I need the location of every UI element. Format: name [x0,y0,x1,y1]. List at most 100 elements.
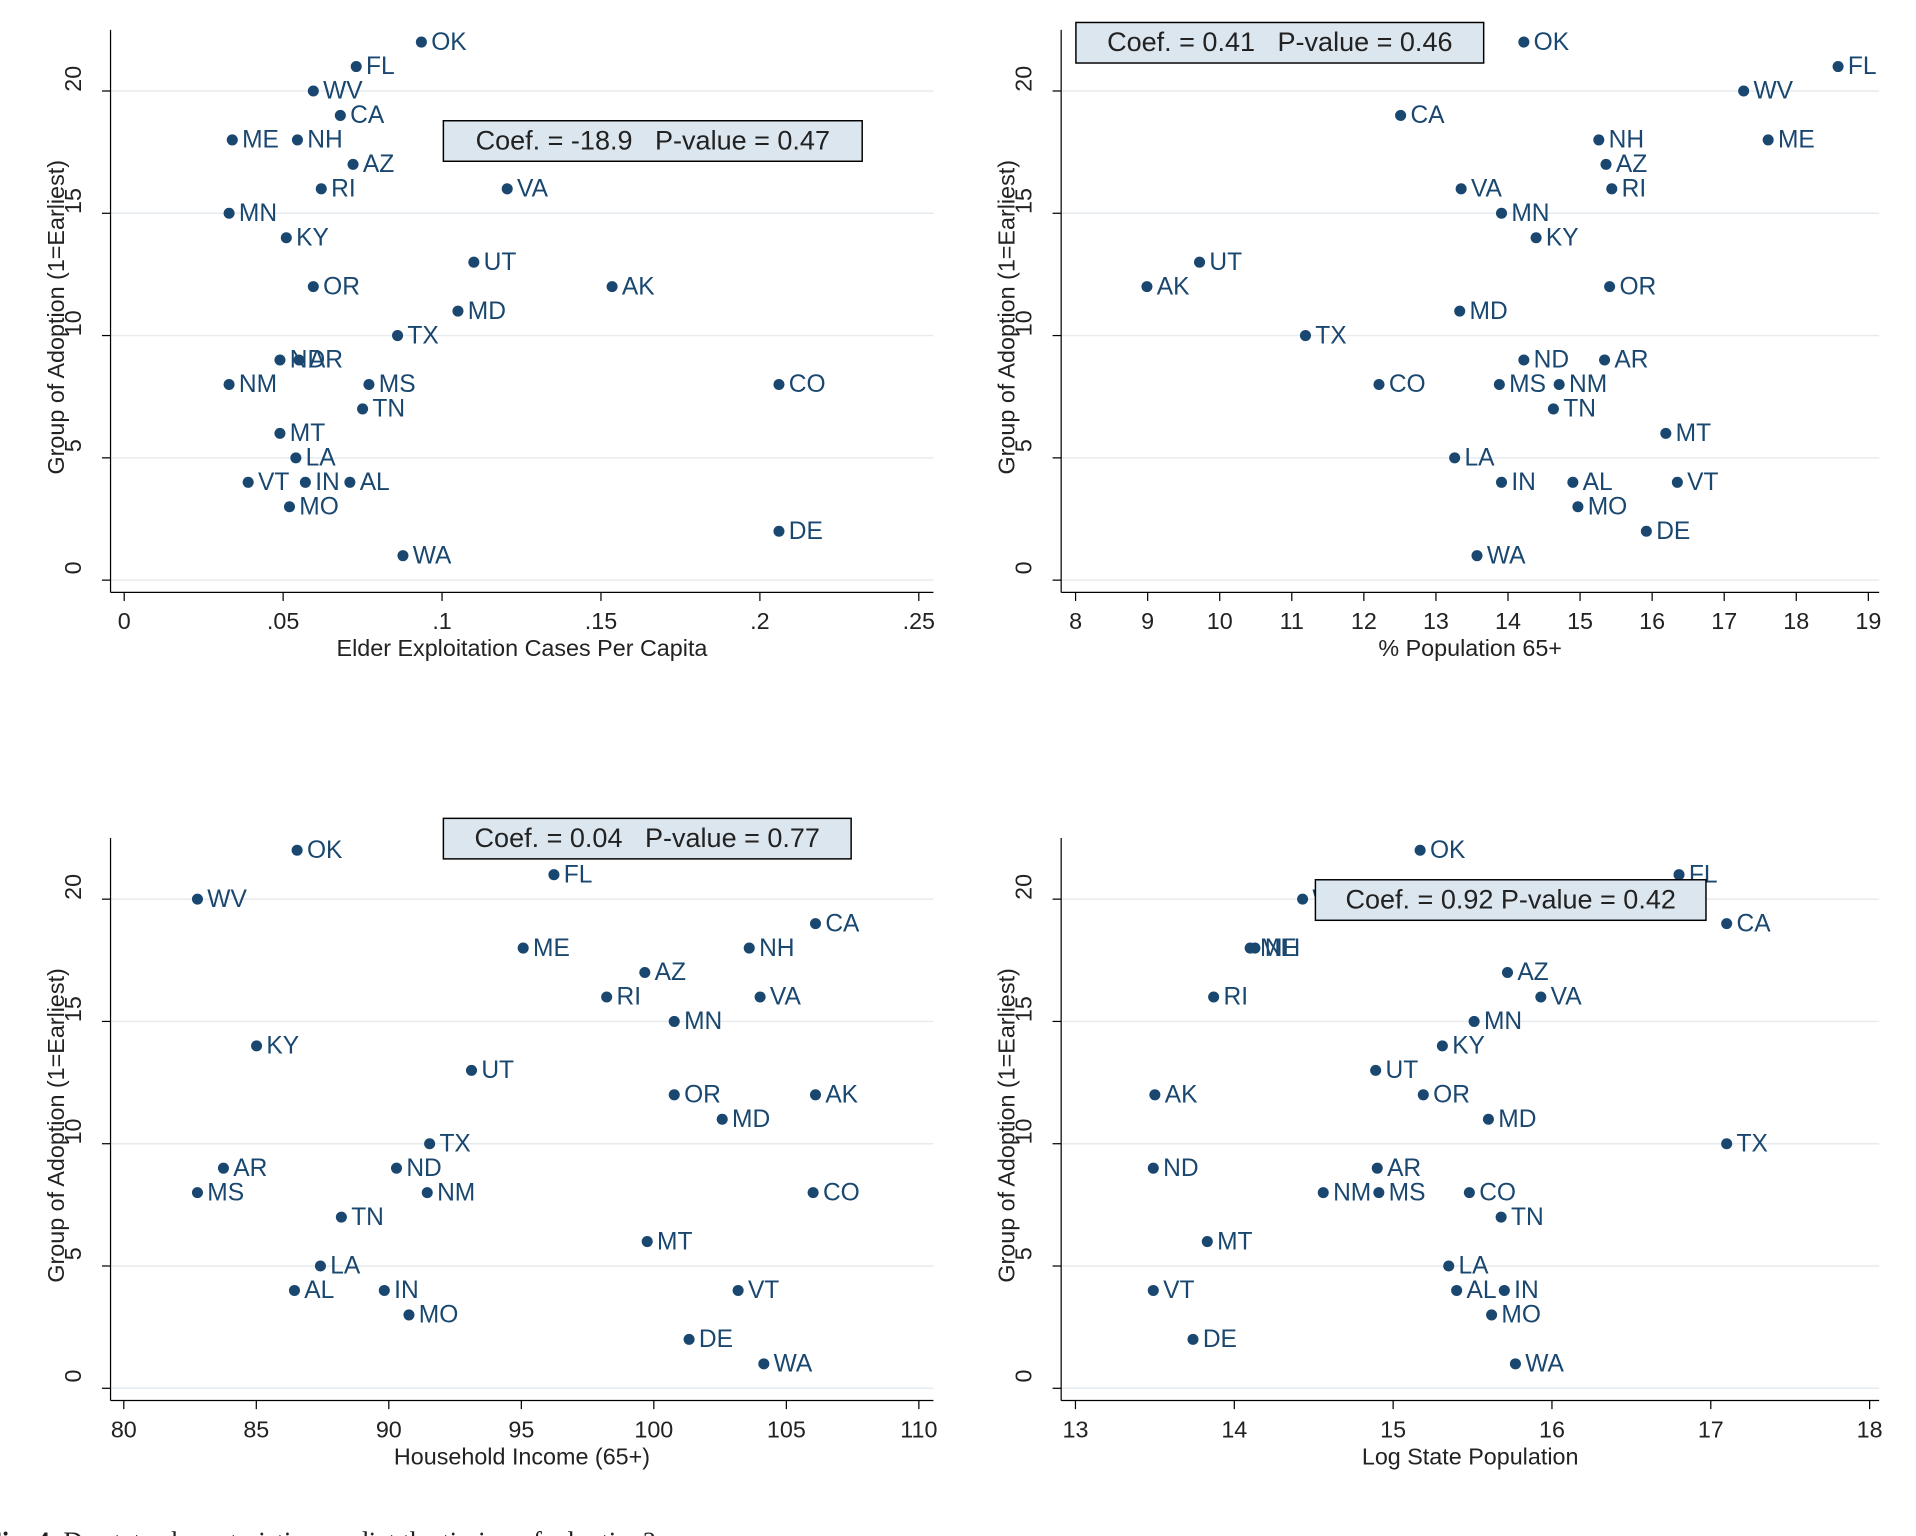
point-label: OK [431,29,467,56]
point [217,1162,229,1174]
point [1149,1089,1161,1101]
point-label: MT [290,420,325,447]
point [807,1187,819,1199]
point [1498,1284,1510,1296]
point-label: MT [657,1228,692,1255]
y-tick-label: 15 [1011,996,1037,1022]
x-tick-label: .15 [585,608,617,634]
point [363,378,375,391]
annotation: Coef. = 0.41 P-value = 0.46 [1107,27,1452,57]
point-label: MO [419,1302,459,1329]
point-label: AZ [1517,959,1548,986]
point [1535,991,1547,1003]
point-label: LA [1464,445,1495,472]
y-tick-label: 5 [60,439,86,452]
point [754,991,766,1003]
point [1509,1358,1521,1370]
point-label: OR [684,1082,721,1109]
x-axis-label: Elder Exploitation Cases Per Capita [337,635,708,661]
point-label: WA [413,542,452,569]
point [1738,85,1750,97]
point [1721,1138,1733,1150]
point [350,61,362,73]
point-label: NH [759,935,794,962]
point-label: ME [533,935,570,962]
point-label: NM [239,371,277,398]
y-tick-label: 10 [1011,310,1037,336]
point-label: AZ [1616,151,1647,178]
caption-text: Do state characteristics predict the tim… [63,1526,655,1536]
point [606,281,618,293]
point-label: WA [1525,1351,1564,1378]
point-label: MN [684,1008,722,1035]
point [809,1089,822,1101]
point-label: VT [1163,1277,1194,1304]
point-label: ND [406,1155,441,1182]
point [1671,476,1683,488]
point-label: TX [1737,1130,1768,1157]
point [1436,1040,1448,1052]
point-label: OR [1433,1082,1470,1109]
point [1486,1309,1498,1321]
point [378,1284,390,1296]
point [1567,476,1579,488]
x-tick-label: 11 [1280,608,1304,634]
y-tick-label: 20 [1011,66,1037,92]
point [452,305,464,317]
point [344,476,356,488]
point [1600,158,1612,170]
y-tick-label: 20 [60,66,86,92]
point-label: UT [484,249,517,276]
point [223,378,235,391]
x-tick-label: 13 [1423,608,1449,634]
point-label: CO [1389,371,1426,398]
point [274,354,286,366]
point [291,134,303,146]
x-tick-label: 19 [1855,608,1881,634]
point [1530,232,1542,244]
y-tick-label: 15 [1011,188,1037,214]
y-axis-label: Group of Adoption (1=Earliest) [993,160,1019,474]
point [421,1187,433,1199]
x-tick-label: 17 [1711,608,1737,634]
point-label: NM [437,1179,475,1206]
point [1449,452,1461,464]
point-label: CO [1479,1179,1516,1206]
point-label: ME [1778,127,1815,154]
point-label: LA [330,1253,361,1280]
point-label: NM [1569,371,1607,398]
point [773,378,785,391]
y-axis-label: Group of Adoption (1=Earliest) [43,160,69,474]
point-label: TN [351,1204,384,1231]
point-label: UT [481,1057,514,1084]
point-label: WV [323,78,363,105]
x-tick-label: 18 [1783,608,1809,634]
point-label: DE [1656,518,1690,545]
point-label: MN [239,200,277,227]
point-label: AR [1614,347,1648,374]
point [283,501,296,513]
point-label: AK [622,273,655,300]
point [743,942,755,954]
point-label: MO [1501,1302,1541,1329]
y-tick-label: 0 [60,561,86,574]
x-tick-label: 100 [634,1416,673,1442]
point [732,1284,744,1296]
point [1468,1015,1480,1027]
point-label: OK [307,837,343,864]
point-label: RI [1622,176,1647,203]
point [1495,1211,1507,1223]
point [1832,61,1844,73]
point [1249,942,1261,954]
point [1572,501,1584,513]
x-axis-label: % Population 65+ [1378,635,1562,661]
point [773,525,785,537]
point [242,476,254,488]
point-label: MN [1511,200,1549,227]
point-label: LA [1459,1253,1490,1280]
point [191,1187,203,1199]
point [1518,36,1530,48]
point-label: AK [825,1082,858,1109]
point-label: VA [770,984,802,1011]
annotation-box [1314,879,1707,922]
